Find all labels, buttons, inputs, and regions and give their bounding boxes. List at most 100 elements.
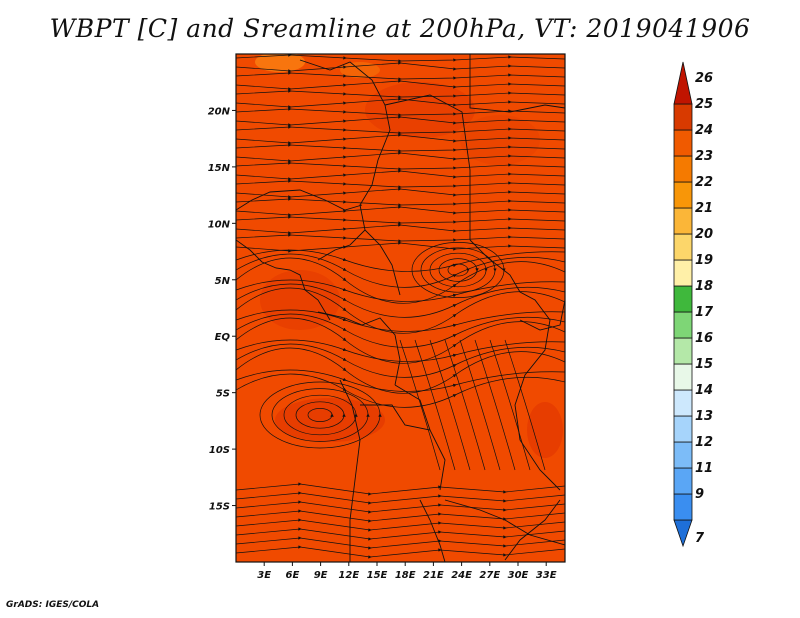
colorbar-label: 16	[695, 331, 713, 346]
streamline	[236, 241, 565, 253]
colorbar-label: 9	[695, 487, 704, 502]
colorbar-segment	[673, 519, 693, 548]
border-line	[444, 499, 565, 546]
lon-tick-label: 9E	[314, 570, 328, 581]
lon-tick-label: 15E	[367, 570, 388, 581]
coastline-borders	[236, 54, 565, 562]
chart-title: WBPT [C] and Sreamline at 200hPa, VT: 20…	[49, 14, 751, 43]
border-line	[469, 239, 561, 491]
streamline	[236, 536, 565, 550]
streamline	[295, 401, 346, 429]
streamline	[236, 89, 565, 99]
latitude-axis: 20N 15N 10N 5N EQ 5S 10S 15S	[208, 106, 236, 513]
streamline	[236, 169, 565, 181]
colorbar-segment	[673, 415, 693, 443]
colorbar-segment	[673, 207, 693, 235]
colorbar-label: 21	[695, 201, 713, 216]
streamline	[489, 339, 531, 471]
border-line	[360, 404, 446, 491]
lon-tick-label: 12E	[338, 570, 359, 581]
streamline	[236, 115, 565, 127]
colorbar-segment	[673, 155, 693, 183]
grads-credit: GrADS: IGES/COLA	[6, 600, 100, 610]
border-line	[394, 384, 431, 431]
lon-tick-label: 24E	[451, 570, 472, 581]
streamline	[236, 500, 565, 514]
streamline	[236, 179, 565, 189]
colorbar-segment	[673, 259, 693, 287]
streamline	[236, 71, 565, 81]
streamline	[236, 97, 565, 109]
streamline	[236, 215, 565, 225]
lon-tick-label: 3E	[257, 570, 271, 581]
colorbar-label: 22	[695, 175, 713, 190]
colorbar-label: 17	[695, 305, 714, 320]
streamline	[236, 61, 565, 73]
border-line	[419, 499, 446, 562]
streamline	[236, 161, 565, 171]
colorbar-label: 13	[695, 409, 713, 424]
streamline	[236, 107, 565, 117]
streamline	[236, 205, 565, 217]
wbpt-field-patches	[236, 54, 565, 562]
streamline	[236, 197, 565, 207]
colorbar-label: 7	[695, 531, 705, 546]
streamline	[429, 252, 488, 288]
colorbar-label: 25	[695, 97, 713, 112]
colorbar-segment	[673, 389, 693, 417]
colorbar-segment	[673, 493, 693, 521]
lat-tick-label: 5S	[216, 389, 230, 400]
border-line	[384, 94, 471, 240]
lat-tick-label: 20N	[208, 106, 231, 117]
streamline	[236, 527, 565, 541]
streamline	[236, 133, 565, 145]
streamline	[236, 79, 565, 91]
streamline	[236, 233, 565, 243]
colorbar-label: 23	[695, 149, 713, 164]
colorbar-label: 24	[695, 123, 713, 138]
streamline	[399, 339, 441, 471]
streamline	[307, 408, 334, 422]
colorbar-segment	[673, 441, 693, 469]
streamline	[447, 263, 470, 277]
streamline	[504, 339, 546, 471]
streamline	[236, 509, 565, 523]
streamline	[438, 258, 479, 282]
colorbar-label: 26	[695, 71, 713, 86]
lon-tick-label: 21E	[423, 570, 444, 581]
colorbar-label: 14	[695, 383, 713, 398]
lat-tick-label: 10S	[209, 445, 230, 456]
warm-patch	[527, 402, 563, 458]
streamline	[283, 394, 358, 436]
streamlines	[236, 54, 565, 559]
border-line	[236, 239, 331, 321]
map-panel	[235, 53, 566, 563]
lon-tick-label: 30E	[508, 570, 529, 581]
lat-tick-label: 5N	[215, 276, 231, 287]
border-line	[317, 229, 366, 261]
colorbar-label: 19	[695, 253, 713, 268]
lon-tick-label: 6E	[286, 570, 300, 581]
colorbar-segment	[673, 363, 693, 391]
border-line	[339, 379, 361, 562]
lat-tick-label: 15S	[209, 502, 230, 513]
streamline	[236, 482, 565, 496]
streamline	[271, 388, 370, 442]
streamline	[236, 518, 565, 532]
border-line	[504, 499, 561, 561]
border-line	[469, 54, 565, 113]
map-frame	[235, 53, 566, 563]
lon-tick-label: 27E	[479, 570, 500, 581]
colorbar-label: 20	[695, 227, 713, 242]
streamline	[429, 339, 471, 471]
lat-tick-label: 15N	[208, 163, 231, 174]
border-line	[299, 59, 401, 296]
colorbar-segment	[673, 337, 693, 365]
streamline	[420, 247, 497, 293]
streamline	[459, 339, 501, 471]
streamline	[236, 143, 565, 153]
streamline	[414, 339, 456, 471]
streamline	[474, 339, 516, 471]
streamline	[236, 545, 565, 559]
